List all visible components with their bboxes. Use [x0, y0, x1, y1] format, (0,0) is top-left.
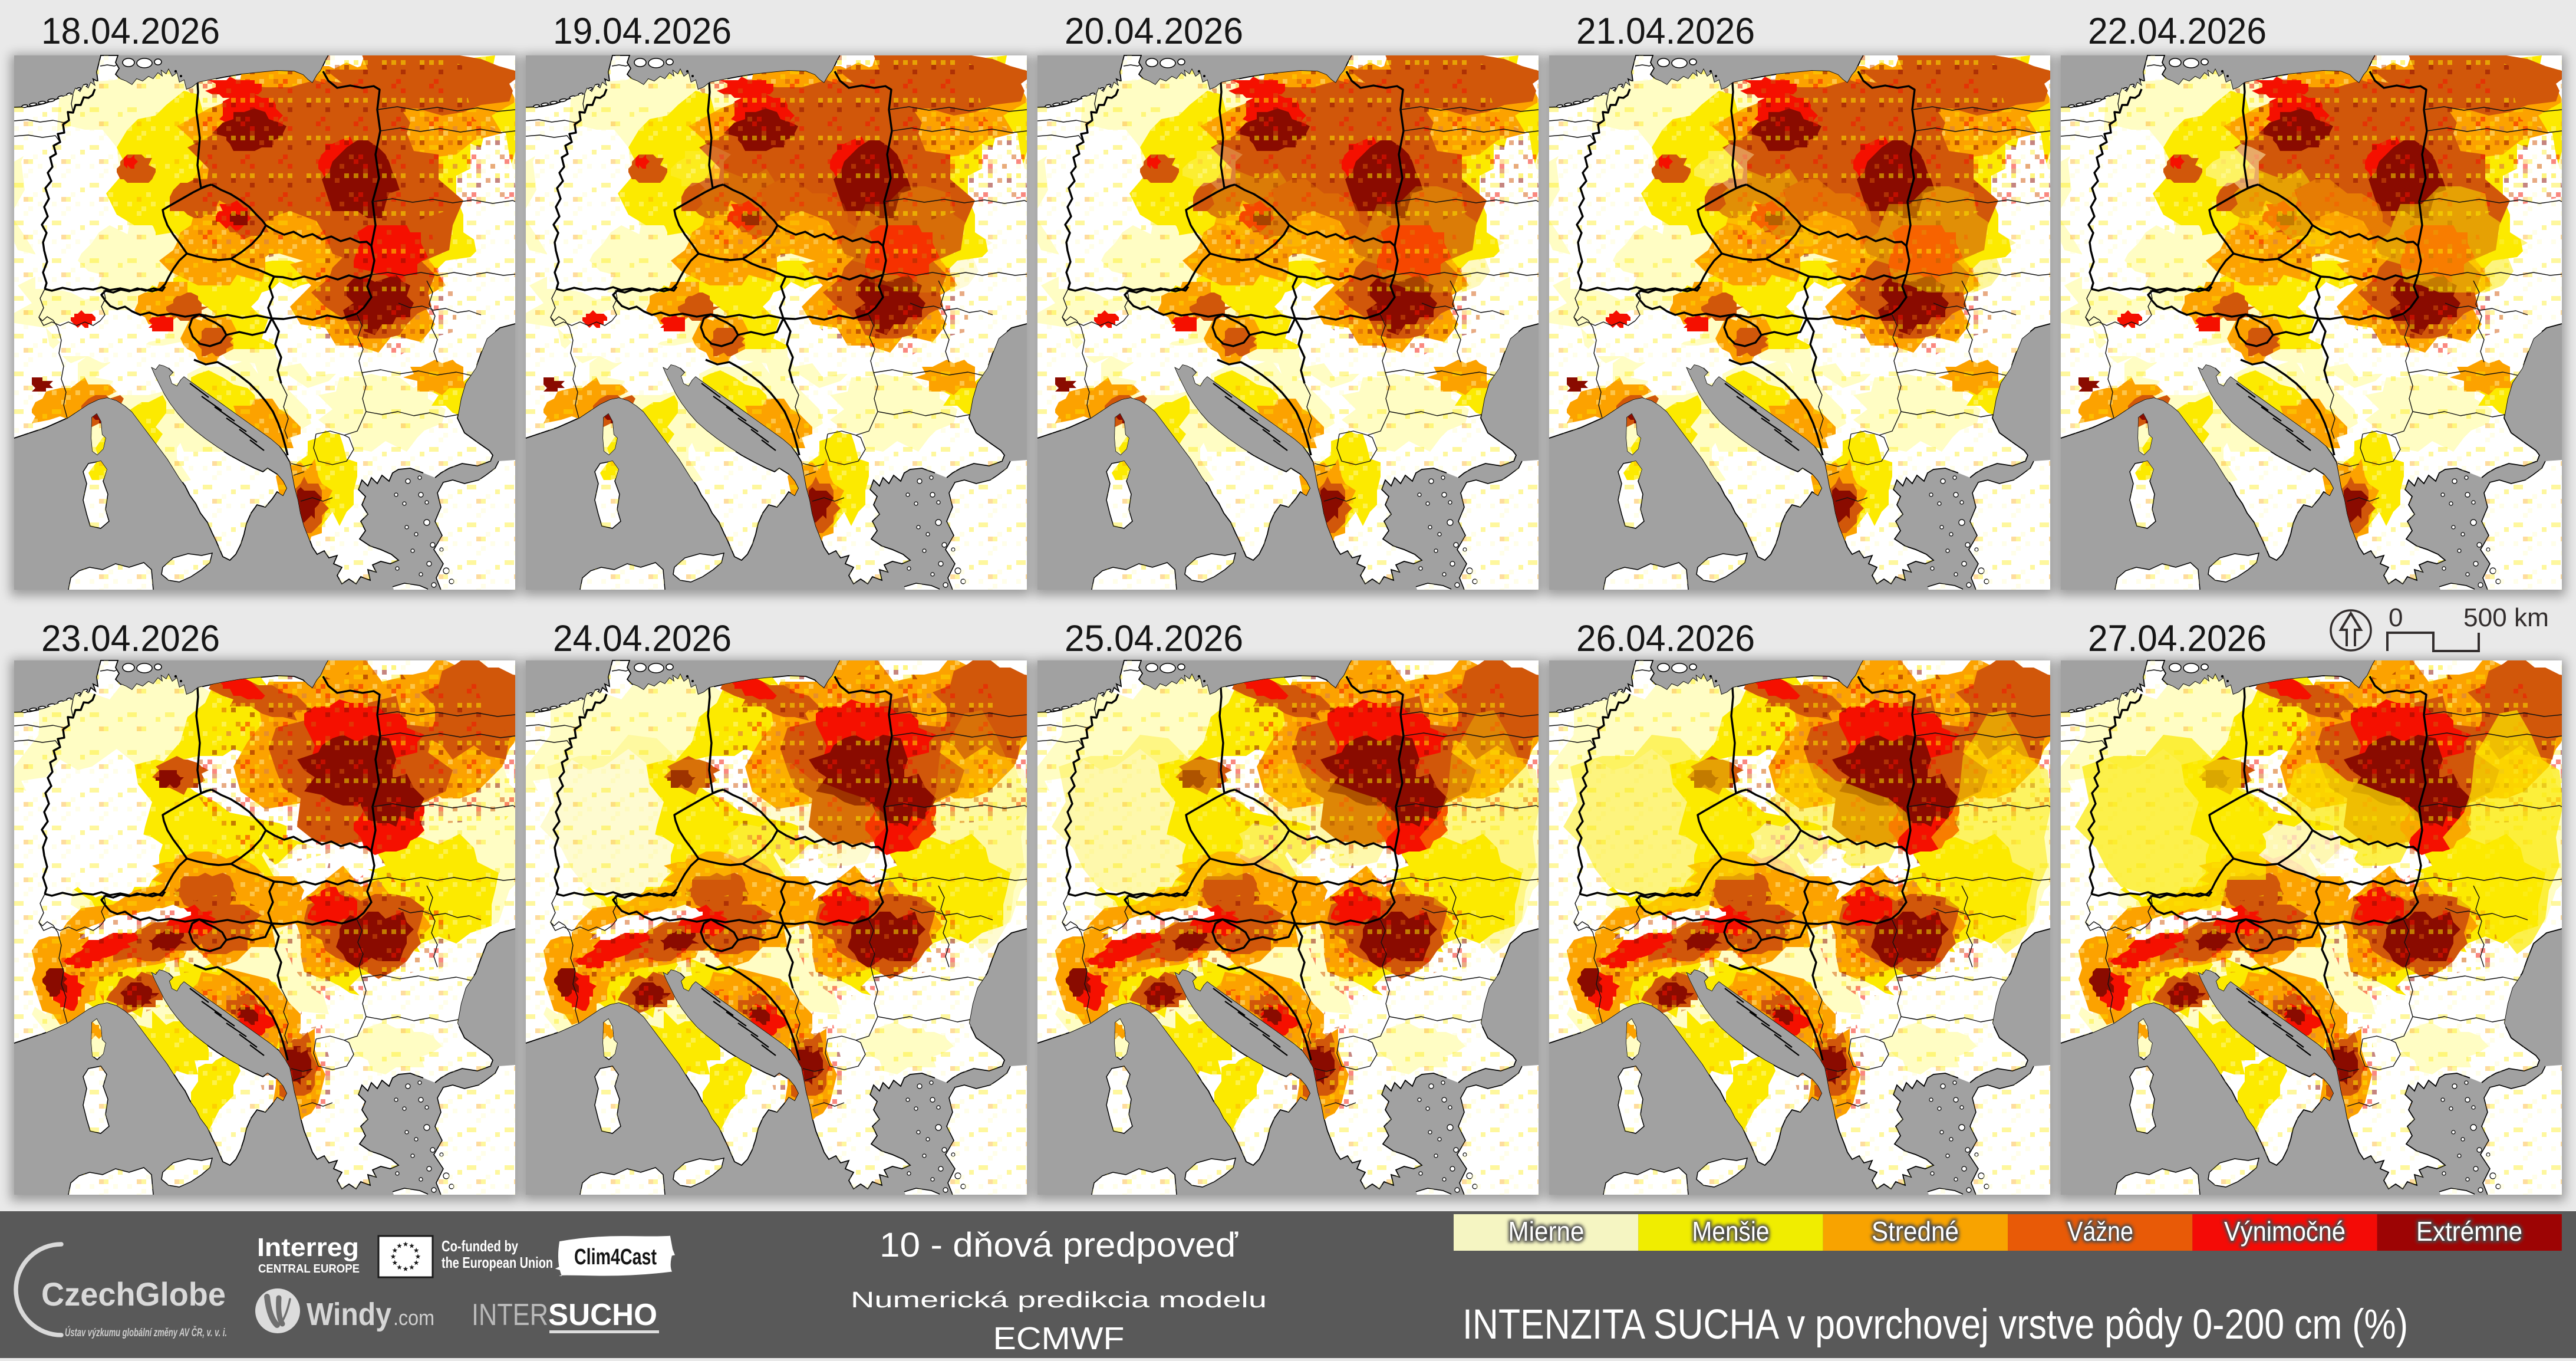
- svg-text:Clim4Cast: Clim4Cast: [574, 1245, 657, 1270]
- svg-text:Mierne: Mierne: [1508, 1216, 1585, 1247]
- svg-text:23.04.2026: 23.04.2026: [41, 618, 220, 659]
- svg-text:22.04.2026: 22.04.2026: [2088, 11, 2267, 52]
- svg-text:500 km: 500 km: [2463, 603, 2549, 632]
- svg-text:Stredné: Stredné: [1872, 1216, 1959, 1247]
- svg-text:ECMWF: ECMWF: [993, 1321, 1125, 1356]
- svg-text:21.04.2026: 21.04.2026: [1576, 11, 1755, 52]
- svg-text:18.04.2026: 18.04.2026: [41, 11, 220, 52]
- svg-text:INTER: INTER: [472, 1298, 548, 1332]
- svg-text:19.04.2026: 19.04.2026: [553, 11, 732, 52]
- svg-text:Ústav výzkumu globální změny A: Ústav výzkumu globální změny AV ČR, v. v…: [65, 1326, 227, 1339]
- svg-text:Menšie: Menšie: [1692, 1216, 1770, 1247]
- svg-text:27.04.2026: 27.04.2026: [2088, 618, 2267, 659]
- svg-text:26.04.2026: 26.04.2026: [1576, 618, 1755, 659]
- svg-text:INTENZITA SUCHA v povrchovej v: INTENZITA SUCHA v povrchovej vrstve pôdy…: [1462, 1301, 2408, 1348]
- svg-text:Vážne: Vážne: [2067, 1216, 2133, 1247]
- svg-text:Co-funded by: Co-funded by: [442, 1237, 518, 1255]
- svg-text:20.04.2026: 20.04.2026: [1065, 11, 1243, 52]
- svg-text:10 - dňová predpoveď: 10 - dňová predpoveď: [879, 1226, 1238, 1264]
- svg-text:Výnimočné: Výnimočné: [2224, 1216, 2346, 1247]
- svg-text:0: 0: [2389, 603, 2403, 632]
- svg-text:Menšie: Menšie: [1692, 1216, 1770, 1247]
- svg-text:.com: .com: [393, 1306, 434, 1330]
- svg-text:CzechGlobe: CzechGlobe: [41, 1275, 226, 1313]
- svg-text:25.04.2026: 25.04.2026: [1065, 618, 1243, 659]
- svg-text:Numerická predikcia modelu: Numerická predikcia modelu: [851, 1288, 1267, 1313]
- svg-text:Vážne: Vážne: [2067, 1216, 2133, 1247]
- svg-text:Extrémne: Extrémne: [2416, 1216, 2522, 1247]
- svg-text:CENTRAL EUROPE: CENTRAL EUROPE: [258, 1263, 360, 1275]
- svg-text:Extrémne: Extrémne: [2416, 1216, 2522, 1247]
- svg-text:Windy: Windy: [307, 1297, 391, 1332]
- svg-text:24.04.2026: 24.04.2026: [553, 618, 732, 659]
- svg-text:Mierne: Mierne: [1508, 1216, 1585, 1247]
- svg-text:the European Union: the European Union: [442, 1254, 553, 1271]
- svg-text:SUCHO: SUCHO: [548, 1298, 657, 1332]
- svg-text:Stredné: Stredné: [1872, 1216, 1959, 1247]
- svg-text:Výnimočné: Výnimočné: [2224, 1216, 2346, 1247]
- svg-text:Interreg: Interreg: [257, 1233, 359, 1262]
